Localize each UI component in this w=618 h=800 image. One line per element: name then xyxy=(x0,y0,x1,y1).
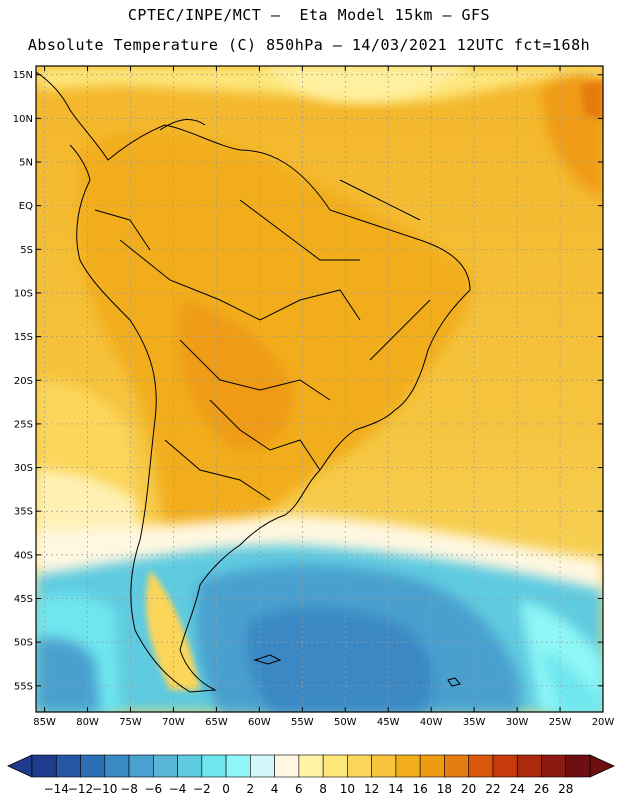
colorbar-label: −6 xyxy=(144,782,162,796)
colorbar-swatch xyxy=(274,754,300,778)
colorbar-swatch xyxy=(128,754,154,778)
colorbar-swatch xyxy=(80,754,106,778)
lat-tick-label: 10N xyxy=(13,114,33,125)
colorbar-label: 6 xyxy=(295,782,303,796)
colorbar-swatch xyxy=(565,754,591,778)
colorbar-swatch xyxy=(201,754,227,778)
lon-tick-label: 25W xyxy=(549,717,572,728)
lon-tick-label: 55W xyxy=(291,717,314,728)
chart-subtitle: Absolute Temperature (C) 850hPa – 14/03/… xyxy=(27,36,591,54)
colorbar-over-arrow xyxy=(589,754,615,778)
colorbar-swatch xyxy=(177,754,203,778)
lat-tick-label: 20S xyxy=(14,376,33,387)
lon-tick-label: 85W xyxy=(33,717,56,728)
colorbar-swatch xyxy=(419,754,445,778)
lat-tick-label: EQ xyxy=(19,201,33,212)
lat-tick-label: 5N xyxy=(19,158,33,169)
colorbar-label: 12 xyxy=(364,782,379,796)
colorbar-swatch xyxy=(31,754,57,778)
lon-tick-label: 80W xyxy=(76,717,99,728)
colorbar-swatch xyxy=(104,754,130,778)
lat-tick-label: 40S xyxy=(14,550,33,561)
chart-title: CPTEC/INPE/MCT – Eta Model 15km – GFS xyxy=(127,6,491,24)
colorbar-swatch xyxy=(444,754,469,778)
temperature-field xyxy=(36,66,603,712)
colorbar-swatch xyxy=(225,754,251,778)
colorbar-label: 16 xyxy=(413,782,428,796)
colorbar-label: −2 xyxy=(193,782,211,796)
lat-tick-label: 55S xyxy=(14,681,33,692)
lat-tick-label: 15N xyxy=(13,70,33,81)
map-frame xyxy=(35,65,604,713)
colorbar-under-arrow xyxy=(7,754,33,778)
lat-tick-label: 10S xyxy=(14,288,33,299)
lat-tick-label: 25S xyxy=(14,419,33,430)
lon-tick-label: 30W xyxy=(506,717,529,728)
colorbar-label: 14 xyxy=(388,782,403,796)
lon-tick-label: 60W xyxy=(248,717,271,728)
colorbar-label: 10 xyxy=(340,782,355,796)
colorbar-swatch xyxy=(371,754,397,778)
lat-tick-label: 45S xyxy=(14,594,33,605)
longitude-labels: 85W 80W 75W 70W 65W 60W 55W 50W 45W 40W 35W 30W 25W 2… xyxy=(33,66,614,728)
lat-tick-label: 35S xyxy=(14,507,33,518)
colorbar-label: −8 xyxy=(120,782,138,796)
colorbar-label: 4 xyxy=(271,782,279,796)
colorbar-label: −10 xyxy=(92,782,117,796)
colorbar-label: 20 xyxy=(461,782,476,796)
colorbar-label: 0 xyxy=(222,782,230,796)
colorbar-label: −12 xyxy=(68,782,93,796)
colorbar-swatch xyxy=(250,754,275,778)
lon-tick-label: 70W xyxy=(162,717,185,728)
colorbar-label: 24 xyxy=(510,782,525,796)
lat-tick-label: 15S xyxy=(14,332,33,343)
colorbar-label: 18 xyxy=(437,782,452,796)
colorbar-label: −4 xyxy=(169,782,187,796)
colorbar-swatch xyxy=(298,754,324,778)
lat-tick-label: 5S xyxy=(20,245,33,256)
latitude-labels: 15N 10N 5N EQ 5S 10S 15S 20S 25S 30S 35S 40S 45S 50S 5… xyxy=(13,70,603,692)
lon-tick-label: 35W xyxy=(463,717,486,728)
coastlines xyxy=(36,71,471,693)
colorbar-label: −14 xyxy=(44,782,69,796)
lat-tick-label: 30S xyxy=(14,463,33,474)
colorbar-label: 22 xyxy=(485,782,500,796)
colorbar-swatch xyxy=(347,754,372,778)
colorbar-label: 28 xyxy=(558,782,573,796)
lon-tick-label: 20W xyxy=(592,717,615,728)
colorbar-label: 26 xyxy=(534,782,549,796)
colorbar-label: 2 xyxy=(247,782,255,796)
lon-tick-label: 75W xyxy=(119,717,142,728)
colorbar-swatch xyxy=(541,754,567,778)
lon-tick-label: 45W xyxy=(377,717,400,728)
colorbar-label: 8 xyxy=(319,782,327,796)
lon-tick-label: 65W xyxy=(205,717,228,728)
lon-tick-label: 40W xyxy=(420,717,443,728)
lat-tick-label: 50S xyxy=(14,638,33,649)
colorbar-swatch xyxy=(55,754,81,778)
colorbar-swatch xyxy=(153,754,178,778)
colorbar-swatch xyxy=(468,754,494,778)
colorbar-swatch xyxy=(492,754,518,778)
colorbar-swatch xyxy=(516,754,542,778)
colorbar-swatch xyxy=(322,754,348,778)
colorbar-swatch xyxy=(395,754,421,778)
colorbar: −14−12−10 −8 −6 −4 −2 0 2 4 6 8 10 12 14 16 18 20 22 24 26… xyxy=(7,754,615,796)
lon-tick-label: 50W xyxy=(334,717,357,728)
